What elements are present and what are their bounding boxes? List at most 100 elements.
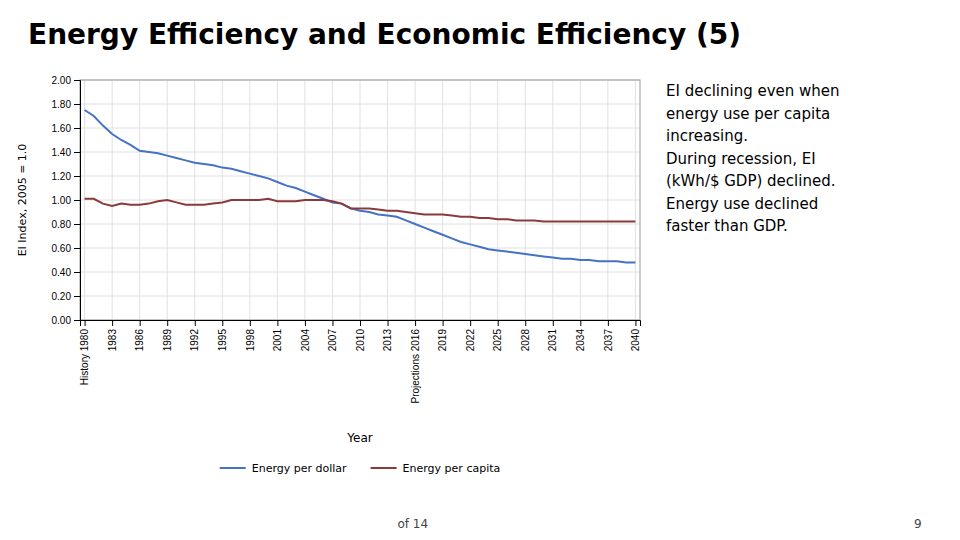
y-tick-label: 0.20 <box>52 291 72 302</box>
tick-mark <box>74 248 80 249</box>
tick-mark <box>74 128 80 129</box>
x-tick-label: 2022 <box>465 329 476 352</box>
grid-line <box>607 80 608 320</box>
x-tick-label: 2010 <box>355 329 366 352</box>
tick-mark <box>498 320 499 326</box>
x-tick: 2025 <box>492 320 503 351</box>
x-tick: 2019 <box>437 320 448 351</box>
y-tick-label: 1.20 <box>52 171 72 182</box>
x-tick-label: 1989 <box>162 329 173 352</box>
annotation: EI declining even whenenergy use per cap… <box>666 82 840 235</box>
x-tick: 2040 <box>630 320 641 351</box>
y-tick: 1.20 <box>52 171 80 182</box>
grid-line <box>84 80 85 320</box>
tick-mark <box>195 320 196 326</box>
tick-mark <box>580 320 581 326</box>
x-tick: 2034 <box>575 320 586 351</box>
y-tick: 1.40 <box>52 147 80 158</box>
x-tick: 2010 <box>355 320 366 351</box>
y-tick-label: 2.00 <box>52 75 72 86</box>
tick-mark <box>332 320 333 326</box>
y-tick-label: 0.40 <box>52 267 72 278</box>
y-tick: 0.20 <box>52 291 80 302</box>
grid-line <box>360 80 361 320</box>
x-tick: 2031 <box>547 320 558 351</box>
tick-mark <box>85 320 86 326</box>
tick-mark <box>388 320 389 326</box>
tick-mark <box>277 320 278 326</box>
x-tick-label: 2034 <box>575 329 586 352</box>
y-tick: 0.80 <box>52 219 80 230</box>
tick-mark <box>415 320 416 326</box>
x-tick: 2001 <box>272 320 283 351</box>
x-tick-label: 2007 <box>327 329 338 352</box>
grid-line <box>387 80 388 320</box>
y-axis-title: EI Index, 2005 = 1.0 <box>16 144 29 257</box>
series-line <box>85 199 636 222</box>
plot-frame <box>80 80 640 320</box>
grid-line <box>139 80 140 320</box>
x-tick-label: 2037 <box>603 329 614 352</box>
grid-line <box>112 80 113 320</box>
tick-mark <box>74 224 80 225</box>
axis-line <box>74 81 81 321</box>
chart: Energy Efficiency and Economic Efficienc… <box>0 0 960 540</box>
y-tick-label: 1.40 <box>52 147 72 158</box>
series-line <box>85 110 636 262</box>
x-tick-label: 2004 <box>300 329 311 352</box>
x-tick: 2037 <box>603 320 614 351</box>
tick-mark <box>525 320 526 326</box>
x-tick: 2028 <box>520 320 531 351</box>
tick-mark <box>74 152 80 153</box>
plot: 0.00 0.20 0.40 0.60 0.80 1.00 1.20 1.40 1.60 1.80… <box>52 75 642 404</box>
grid-line <box>222 80 223 320</box>
x-tick-label: Projections 2016 <box>410 329 421 404</box>
x-tick: 1995 <box>217 320 228 351</box>
y-tick-label: 0.60 <box>52 243 72 254</box>
x-tick: 1992 <box>189 320 200 351</box>
x-tick: 1989 <box>162 320 173 351</box>
legend-swatch <box>220 467 246 469</box>
x-tick-label: 2028 <box>520 329 531 352</box>
x-tick-label: 1998 <box>245 329 256 352</box>
tick-mark <box>140 320 141 326</box>
grid-line <box>442 80 443 320</box>
y-tick-label: 0.00 <box>52 315 72 326</box>
grid-line <box>415 80 416 320</box>
legend-swatch <box>371 467 397 469</box>
grid <box>80 80 640 320</box>
grid-line <box>332 80 333 320</box>
tick-mark <box>608 320 609 326</box>
tick-mark <box>74 296 80 297</box>
grid-line <box>552 80 553 320</box>
x-axis: History 19801983198619891992199519982001… <box>79 320 641 404</box>
x-tick: Projections 2016 <box>410 320 421 404</box>
x-tick-label: 1983 <box>107 329 118 352</box>
lines <box>85 110 636 262</box>
x-tick-label: 2025 <box>492 329 503 352</box>
grid-line <box>277 80 278 320</box>
x-tick: 1998 <box>245 320 256 351</box>
legend-item: Energy per capita <box>371 462 501 475</box>
tick-mark <box>167 320 168 326</box>
grid-line <box>194 80 195 320</box>
y-tick: 1.60 <box>52 123 80 134</box>
legend-label: Energy per capita <box>403 462 501 475</box>
x-tick-label: 1992 <box>189 329 200 352</box>
tick-mark <box>470 320 471 326</box>
grid-line <box>525 80 526 320</box>
tick-mark <box>74 320 80 321</box>
tick-mark <box>443 320 444 326</box>
tick-mark <box>74 80 80 81</box>
tick-mark <box>74 176 80 177</box>
tick-mark <box>360 320 361 326</box>
tick-mark <box>112 320 113 326</box>
y-tick: 0.40 <box>52 267 80 278</box>
y-tick: 1.80 <box>52 99 80 110</box>
x-tick-label: 2013 <box>382 329 393 352</box>
y-tick-label: 1.00 <box>52 195 72 206</box>
title: Energy Efficiency and Economic Efficienc… <box>28 18 741 51</box>
y-tick: 1.00 <box>52 195 80 206</box>
x-tick: 1983 <box>107 320 118 351</box>
legend-item: Energy per dollar <box>220 462 347 475</box>
